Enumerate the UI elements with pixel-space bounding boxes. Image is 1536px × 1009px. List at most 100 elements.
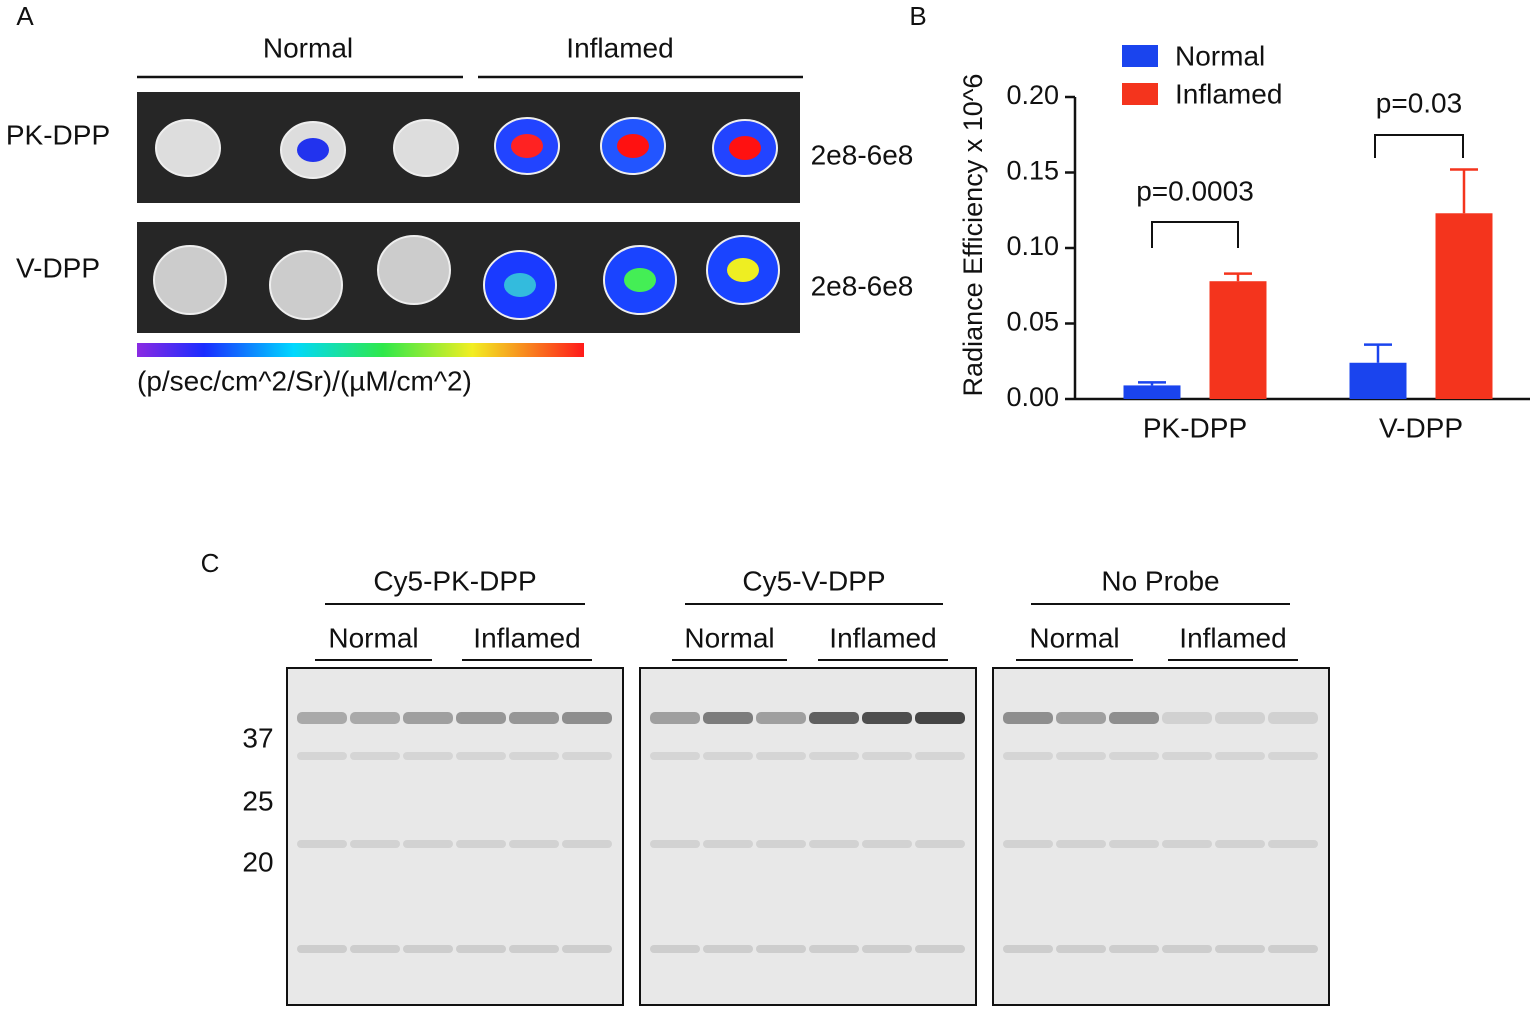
band xyxy=(703,712,753,724)
band xyxy=(456,945,506,953)
band xyxy=(650,752,700,760)
band xyxy=(1056,752,1106,760)
band xyxy=(562,840,612,848)
bar xyxy=(1349,362,1407,399)
probe-label: No Probe xyxy=(1101,565,1219,596)
band xyxy=(403,840,453,848)
band xyxy=(1056,945,1106,953)
legend-swatch xyxy=(1122,83,1158,105)
signal xyxy=(511,134,543,158)
tissue xyxy=(377,235,451,305)
band xyxy=(509,752,559,760)
bar xyxy=(1435,213,1493,399)
legend-label: Normal xyxy=(1175,40,1265,71)
band xyxy=(756,945,806,953)
panel-label: B xyxy=(909,1,926,31)
panel-label: C xyxy=(201,548,220,578)
annotation: p=0.03 xyxy=(1376,87,1462,118)
band xyxy=(915,945,965,953)
band xyxy=(1215,945,1265,953)
band xyxy=(297,945,347,953)
band xyxy=(1003,945,1053,953)
band xyxy=(862,840,912,848)
band xyxy=(809,840,859,848)
signal xyxy=(617,134,649,158)
band xyxy=(862,712,912,724)
error-bar xyxy=(1364,343,1392,363)
band xyxy=(1215,712,1265,724)
band xyxy=(456,712,506,724)
band xyxy=(862,945,912,953)
signal xyxy=(727,258,759,282)
band xyxy=(1268,752,1318,760)
band xyxy=(509,840,559,848)
band xyxy=(756,840,806,848)
band xyxy=(1109,840,1159,848)
band xyxy=(756,712,806,724)
band xyxy=(1268,712,1318,724)
band xyxy=(809,712,859,724)
band xyxy=(350,945,400,953)
band xyxy=(809,752,859,760)
error-bar xyxy=(1450,168,1478,214)
tissue xyxy=(269,250,343,320)
bracket xyxy=(1374,134,1464,158)
blot xyxy=(639,667,977,1006)
band xyxy=(1109,712,1159,724)
signal xyxy=(297,138,329,162)
tissue xyxy=(153,245,227,315)
band xyxy=(1109,752,1159,760)
band xyxy=(1056,840,1106,848)
band xyxy=(650,945,700,953)
row-label: V-DPP xyxy=(16,252,100,283)
band xyxy=(297,752,347,760)
bar xyxy=(1123,385,1181,399)
bracket xyxy=(1151,221,1239,248)
group-label: Normal xyxy=(684,622,774,653)
band xyxy=(297,712,347,724)
band xyxy=(1056,712,1106,724)
panel-label: A xyxy=(16,1,34,31)
band xyxy=(703,840,753,848)
group-label: Normal xyxy=(328,622,418,653)
bar xyxy=(1209,281,1267,399)
x-tick-label: PK-DPP xyxy=(1143,412,1247,443)
band xyxy=(456,752,506,760)
range-label: 2e8-6e8 xyxy=(811,270,914,301)
blot xyxy=(992,667,1330,1006)
group-label: Normal xyxy=(1029,622,1119,653)
legend-label: Inflamed xyxy=(1175,78,1282,109)
band xyxy=(1003,752,1053,760)
band xyxy=(1003,712,1053,724)
band xyxy=(1268,840,1318,848)
blot xyxy=(286,667,624,1006)
y-axis-label: Radiance Efficiency x 10^6 xyxy=(958,74,988,397)
band xyxy=(1162,945,1212,953)
band xyxy=(1215,752,1265,760)
band xyxy=(1162,752,1212,760)
band xyxy=(509,712,559,724)
probe-label: Cy5-PK-DPP xyxy=(373,565,536,596)
error-bar xyxy=(1138,381,1166,386)
band xyxy=(1268,945,1318,953)
band xyxy=(350,752,400,760)
x-tick-label: V-DPP xyxy=(1379,412,1463,443)
y-tick-label: 0.20 xyxy=(1006,80,1059,110)
band xyxy=(703,752,753,760)
band xyxy=(403,712,453,724)
band xyxy=(562,712,612,724)
band xyxy=(562,945,612,953)
band xyxy=(915,712,965,724)
group-label: Inflamed xyxy=(1179,622,1286,653)
y-tick-label: 0.10 xyxy=(1006,231,1059,261)
band xyxy=(650,840,700,848)
band xyxy=(1162,712,1212,724)
y-tick-label: 0.15 xyxy=(1006,156,1059,186)
tissue-image xyxy=(137,222,800,333)
error-bar xyxy=(1224,272,1252,282)
band xyxy=(562,752,612,760)
colorbar xyxy=(137,343,584,357)
band xyxy=(403,945,453,953)
band xyxy=(915,840,965,848)
